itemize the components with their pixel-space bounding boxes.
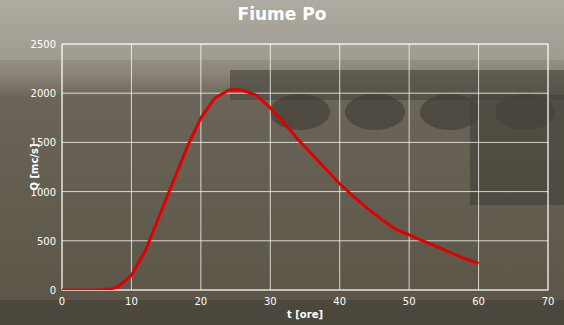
grid-line: [270, 44, 271, 290]
grid-line: [409, 44, 410, 290]
tick-label: 30: [264, 296, 277, 307]
tick-label: 0: [59, 296, 65, 307]
grid-line: [478, 44, 479, 290]
grid-line: [62, 240, 548, 241]
grid-line: [200, 44, 201, 290]
grid-line: [62, 142, 548, 143]
grid-line: [62, 191, 548, 192]
background: [0, 0, 564, 325]
x-axis-label: t [ore]: [287, 309, 323, 320]
tick-label: 50: [403, 296, 416, 307]
line: [62, 89, 479, 290]
grid-line: [131, 44, 132, 290]
tick-label: 0: [50, 285, 56, 296]
plot-frame: [62, 44, 548, 290]
title: Fiume Po: [238, 4, 327, 24]
tick-label: 20: [194, 296, 207, 307]
series: [62, 89, 479, 290]
grid: 05001000150020002500010203040506070: [31, 39, 555, 307]
tick-label: 70: [542, 296, 555, 307]
buildings: [0, 0, 564, 60]
tick-label: 40: [333, 296, 346, 307]
tick-label: 60: [472, 296, 485, 307]
grid-line: [62, 93, 548, 94]
tick-label: 2000: [31, 88, 56, 99]
bridge-pier: [470, 95, 564, 205]
bridge-arch: [270, 94, 330, 130]
bridge-arch: [345, 94, 405, 130]
tick-label: 10: [125, 296, 138, 307]
y-axis-label: Q [mc/s]: [29, 143, 40, 190]
tick-label: 500: [37, 236, 56, 247]
grid-line: [339, 44, 340, 290]
tick-label: 2500: [31, 39, 56, 50]
